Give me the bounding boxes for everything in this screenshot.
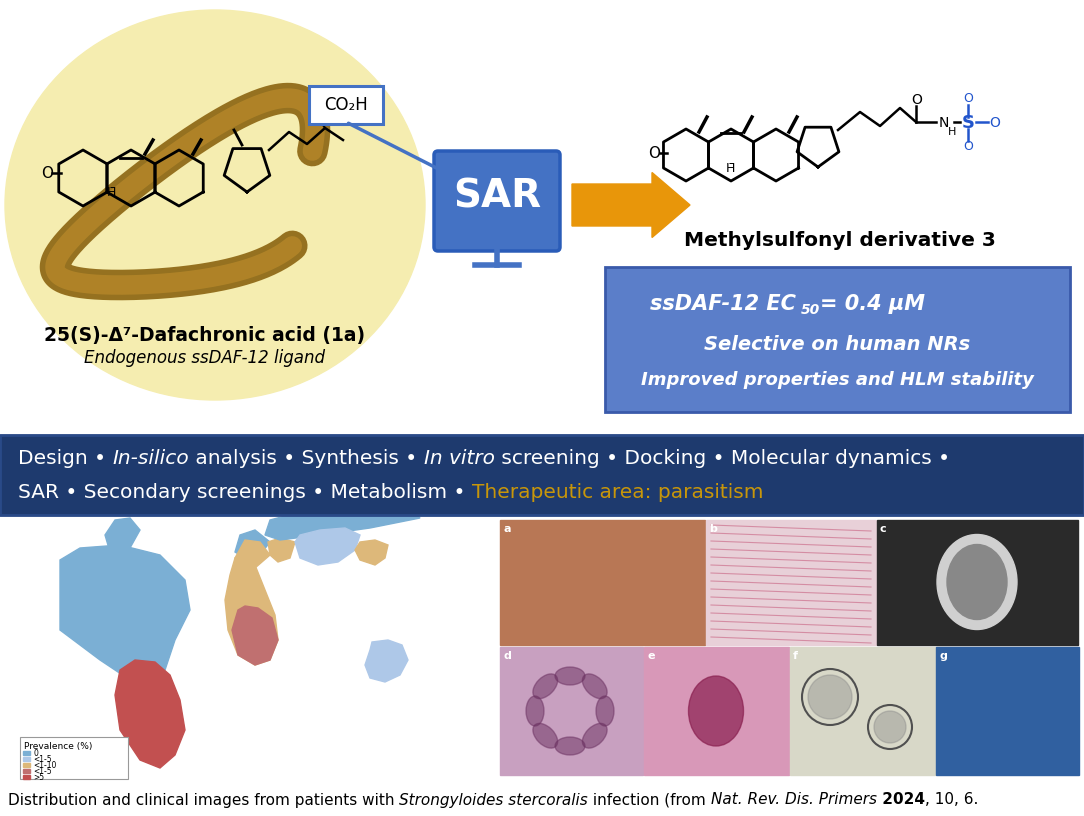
Text: Selective on human NRs: Selective on human NRs — [705, 335, 970, 353]
Ellipse shape — [533, 723, 557, 748]
Bar — [20, 737, 128, 779]
Polygon shape — [60, 545, 190, 680]
Ellipse shape — [5, 10, 425, 400]
Text: Distribution and clinical images from patients with: Distribution and clinical images from pa… — [8, 792, 399, 808]
Ellipse shape — [526, 696, 544, 726]
Bar — [706, 520, 876, 645]
Bar — [644, 647, 789, 775]
Text: Improved properties and HLM stability: Improved properties and HLM stability — [641, 371, 1034, 389]
Polygon shape — [115, 660, 185, 768]
Text: In-silico: In-silico — [113, 450, 189, 468]
Polygon shape — [225, 558, 278, 665]
Text: Design •: Design • — [18, 450, 113, 468]
Bar — [23, 775, 30, 779]
Ellipse shape — [596, 696, 614, 726]
Ellipse shape — [688, 676, 744, 746]
Text: 25(S)-Δ⁷-Dafachronic acid (1a): 25(S)-Δ⁷-Dafachronic acid (1a) — [44, 326, 365, 344]
Text: S: S — [962, 114, 975, 132]
Polygon shape — [264, 505, 420, 540]
Bar — [500, 647, 643, 775]
Text: 50: 50 — [800, 303, 820, 317]
Text: O: O — [990, 116, 1001, 130]
Text: Strongyloides stercoralis: Strongyloides stercoralis — [399, 792, 589, 808]
Text: <1-5: <1-5 — [33, 766, 52, 775]
Ellipse shape — [555, 667, 585, 685]
Text: e: e — [647, 651, 655, 661]
Ellipse shape — [582, 723, 607, 748]
Polygon shape — [365, 640, 408, 682]
Circle shape — [808, 675, 852, 719]
Bar — [935, 647, 1079, 775]
Text: a: a — [503, 524, 511, 534]
Text: c: c — [880, 524, 887, 534]
Bar — [0, 435, 1084, 515]
FancyBboxPatch shape — [309, 86, 383, 124]
Polygon shape — [268, 538, 295, 562]
Text: SAR • Secondary screenings • Metabolism •: SAR • Secondary screenings • Metabolism … — [18, 484, 472, 503]
Text: CO₂H: CO₂H — [324, 96, 367, 114]
Polygon shape — [105, 518, 140, 552]
Ellipse shape — [533, 674, 557, 698]
Bar — [23, 757, 30, 761]
Bar — [5, 520, 495, 775]
Polygon shape — [235, 540, 270, 572]
Text: SAR: SAR — [453, 177, 541, 215]
Text: g: g — [939, 651, 947, 661]
FancyBboxPatch shape — [434, 151, 560, 251]
Text: b: b — [709, 524, 717, 534]
FancyBboxPatch shape — [605, 267, 1070, 412]
Text: Prevalence (%): Prevalence (%) — [24, 742, 92, 751]
Text: H: H — [947, 127, 956, 137]
Bar — [23, 751, 30, 755]
Text: N: N — [939, 116, 950, 130]
Text: = 0.4 μM: = 0.4 μM — [820, 294, 925, 314]
Text: O: O — [963, 92, 973, 105]
Ellipse shape — [582, 674, 607, 698]
Ellipse shape — [555, 737, 585, 755]
Bar — [877, 520, 1077, 645]
Polygon shape — [295, 528, 360, 565]
Text: H̄: H̄ — [725, 162, 735, 175]
Text: O: O — [912, 93, 922, 107]
Bar — [500, 520, 705, 645]
Text: Methylsulfonyl derivative 3: Methylsulfonyl derivative 3 — [684, 230, 996, 250]
Bar — [0, 435, 1084, 515]
Ellipse shape — [947, 544, 1007, 619]
Text: H̄: H̄ — [106, 185, 116, 198]
Text: O: O — [41, 166, 53, 180]
Text: Therapeutic area: parasitism: Therapeutic area: parasitism — [472, 484, 763, 503]
Text: f: f — [793, 651, 798, 661]
Polygon shape — [235, 530, 270, 558]
Text: >5: >5 — [33, 773, 44, 782]
Polygon shape — [354, 540, 388, 565]
Polygon shape — [232, 606, 278, 665]
Ellipse shape — [937, 534, 1017, 629]
Text: In vitro: In vitro — [424, 450, 494, 468]
Text: screening • Docking • Molecular dynamics •: screening • Docking • Molecular dynamics… — [494, 450, 950, 468]
Text: 2024: 2024 — [877, 792, 925, 808]
Text: Nat. Rev. Dis. Primers: Nat. Rev. Dis. Primers — [711, 792, 877, 808]
Text: O: O — [963, 140, 973, 153]
Circle shape — [874, 711, 906, 743]
Text: d: d — [503, 651, 511, 661]
Text: 0: 0 — [33, 748, 38, 757]
Text: , 10, 6.: , 10, 6. — [925, 792, 978, 808]
Text: O: O — [648, 145, 660, 161]
Text: ssDAF-12 EC: ssDAF-12 EC — [649, 294, 796, 314]
Text: <1-5: <1-5 — [33, 755, 52, 764]
Bar — [23, 769, 30, 773]
Text: infection (from: infection (from — [589, 792, 711, 808]
Text: analysis • Synthesis •: analysis • Synthesis • — [189, 450, 424, 468]
Bar — [790, 647, 935, 775]
Text: Endogenous ssDAF-12 ligand: Endogenous ssDAF-12 ligand — [85, 349, 325, 367]
Bar — [23, 763, 30, 767]
FancyArrow shape — [572, 172, 691, 237]
Text: <1-10: <1-10 — [33, 761, 56, 769]
